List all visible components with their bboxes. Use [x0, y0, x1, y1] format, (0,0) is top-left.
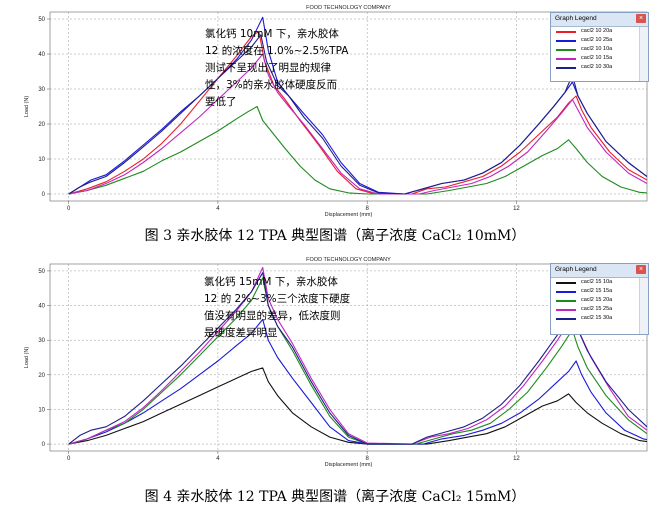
close-icon[interactable]: ×: [636, 265, 646, 274]
y-tick-label: 0: [42, 192, 46, 198]
x-tick-label: 0: [67, 456, 71, 462]
legend-entry: cacl2 15 25a: [551, 305, 648, 314]
legend-label: cacl2 15 30a: [581, 315, 613, 321]
y-axis-label: Load (N): [24, 347, 30, 369]
legend-entry: cacl2 10 25a: [551, 36, 648, 45]
y-tick-label: 30: [38, 338, 45, 344]
legend-label: cacl2 10 20a: [581, 28, 613, 34]
legend-entry: cacl2 15 10a: [551, 278, 648, 287]
series-line: [68, 266, 647, 445]
y-tick-label: 50: [38, 17, 45, 23]
chart-annotation: 氯化钙 10mM 下，亲水胶体 12 的浓度在 1.0%~2.5%TPA 测试下…: [205, 28, 349, 108]
legend-title: Graph Legend: [555, 15, 597, 22]
legend-swatch: [556, 282, 576, 284]
legend-entries: cacl2 10 20a cacl2 10 25a cacl2 10 10a cacl…: [551, 27, 648, 72]
legend-titlebar: Graph Legend ×: [551, 13, 648, 27]
legend-label: cacl2 10 25a: [581, 37, 613, 43]
y-tick-label: 10: [38, 157, 45, 163]
legend-entry: cacl2 15 15a: [551, 287, 648, 296]
legend-entry: cacl2 10 20a: [551, 27, 648, 36]
legend-label: cacl2 15 15a: [581, 288, 613, 294]
chart-svg: FOOD TECHNOLOGY COMPANY 0 4 8 12 0 10 20 30 40 50 D…: [24, 257, 648, 468]
x-tick-label: 4: [216, 206, 220, 212]
legend-swatch: [556, 67, 576, 69]
legend-label: cacl2 15 10a: [581, 279, 613, 285]
x-tick-label: 8: [365, 206, 369, 212]
y-tick-label: 30: [38, 87, 45, 93]
series-line: [68, 272, 647, 445]
chart-svg: FOOD TECHNOLOGY COMPANY 0 4 8 12 0 10 20 30 40 50 D…: [24, 5, 648, 218]
series-line: [68, 53, 647, 195]
x-axis-label: Displacement (mm): [325, 462, 373, 468]
close-icon[interactable]: ×: [636, 14, 646, 23]
legend-entry: cacl2 15 20a: [551, 296, 648, 305]
legend-swatch: [556, 58, 576, 60]
plot-area: [49, 263, 648, 452]
figure-caption: 图 3 亲水胶体 12 TPA 典型图谱（离子浓度 CaCl₂ 10mM）: [144, 228, 526, 244]
chart-panel: FOOD TECHNOLOGY COMPANY 0 4 8 12 0 10 20 30 40 50 D…: [22, 255, 652, 475]
legend-label: cacl2 10 10a: [581, 46, 613, 52]
x-tick-label: 12: [513, 206, 520, 212]
legend-entry: cacl2 10 30a: [551, 63, 648, 72]
figure-caption: 图 4 亲水胶体 12 TPA 典型图谱（离子浓度 CaCl₂ 15mM）: [144, 489, 526, 505]
series-group: [68, 266, 647, 445]
graph-legend: Graph Legend × cacl2 10 20a cacl2 10 25a c…: [550, 12, 649, 82]
y-tick-label: 20: [38, 373, 45, 379]
legend-swatch: [556, 40, 576, 42]
y-tick-label: 0: [42, 442, 46, 448]
legend-swatch: [556, 318, 576, 320]
legend-titlebar: Graph Legend ×: [551, 264, 648, 278]
figure-3: FOOD TECHNOLOGY COMPANY 0 4 8 12 0 10 20 30 40 50 D…: [0, 0, 670, 250]
legend-swatch: [556, 31, 576, 33]
legend-scrollbar[interactable]: [639, 278, 648, 334]
legend-label: cacl2 15 20a: [581, 297, 613, 303]
series-line: [68, 105, 647, 195]
series-group: [68, 16, 647, 195]
legend-scrollbar[interactable]: [639, 27, 648, 81]
series-line: [68, 34, 647, 195]
legend-entry: cacl2 15 30a: [551, 314, 648, 323]
legend-swatch: [556, 291, 576, 293]
legend-entry: cacl2 10 15a: [551, 54, 648, 63]
legend-label: cacl2 10 15a: [581, 55, 613, 61]
legend-swatch: [556, 309, 576, 311]
y-tick-label: 10: [38, 407, 45, 413]
legend-label: cacl2 15 25a: [581, 306, 613, 312]
legend-entries: cacl2 15 10a cacl2 15 15a cacl2 15 20a cacl…: [551, 278, 648, 323]
legend-swatch: [556, 49, 576, 51]
y-tick-label: 40: [38, 52, 45, 58]
chart-annotation: 氯化钙 15mM 下，亲水胶体 12 的 2%~3%三个浓度下硬度 值没有明显的…: [204, 276, 351, 339]
legend-title: Graph Legend: [555, 266, 597, 273]
x-axis-label: Displacement (mm): [325, 212, 373, 218]
y-tick-label: 40: [38, 304, 45, 310]
x-tick-label: 0: [67, 206, 71, 212]
y-axis-label: Load (N): [24, 96, 30, 118]
x-tick-label: 8: [365, 456, 369, 462]
chart-header: FOOD TECHNOLOGY COMPANY: [306, 257, 391, 263]
plot-area: [49, 11, 648, 202]
y-tick-label: 20: [38, 122, 45, 128]
series-line: [68, 367, 647, 445]
legend-swatch: [556, 300, 576, 302]
y-tick-label: 50: [38, 269, 45, 275]
chart-header: FOOD TECHNOLOGY COMPANY: [306, 5, 391, 11]
legend-label: cacl2 10 30a: [581, 64, 613, 70]
x-tick-label: 4: [216, 456, 220, 462]
graph-legend: Graph Legend × cacl2 15 10a cacl2 15 15a c…: [550, 263, 649, 335]
x-tick-label: 12: [513, 456, 520, 462]
chart-panel: FOOD TECHNOLOGY COMPANY 0 4 8 12 0 10 20 30 40 50 D…: [22, 0, 652, 222]
legend-entry: cacl2 10 10a: [551, 45, 648, 54]
figure-4: FOOD TECHNOLOGY COMPANY 0 4 8 12 0 10 20 30 40 50 D…: [0, 255, 670, 516]
